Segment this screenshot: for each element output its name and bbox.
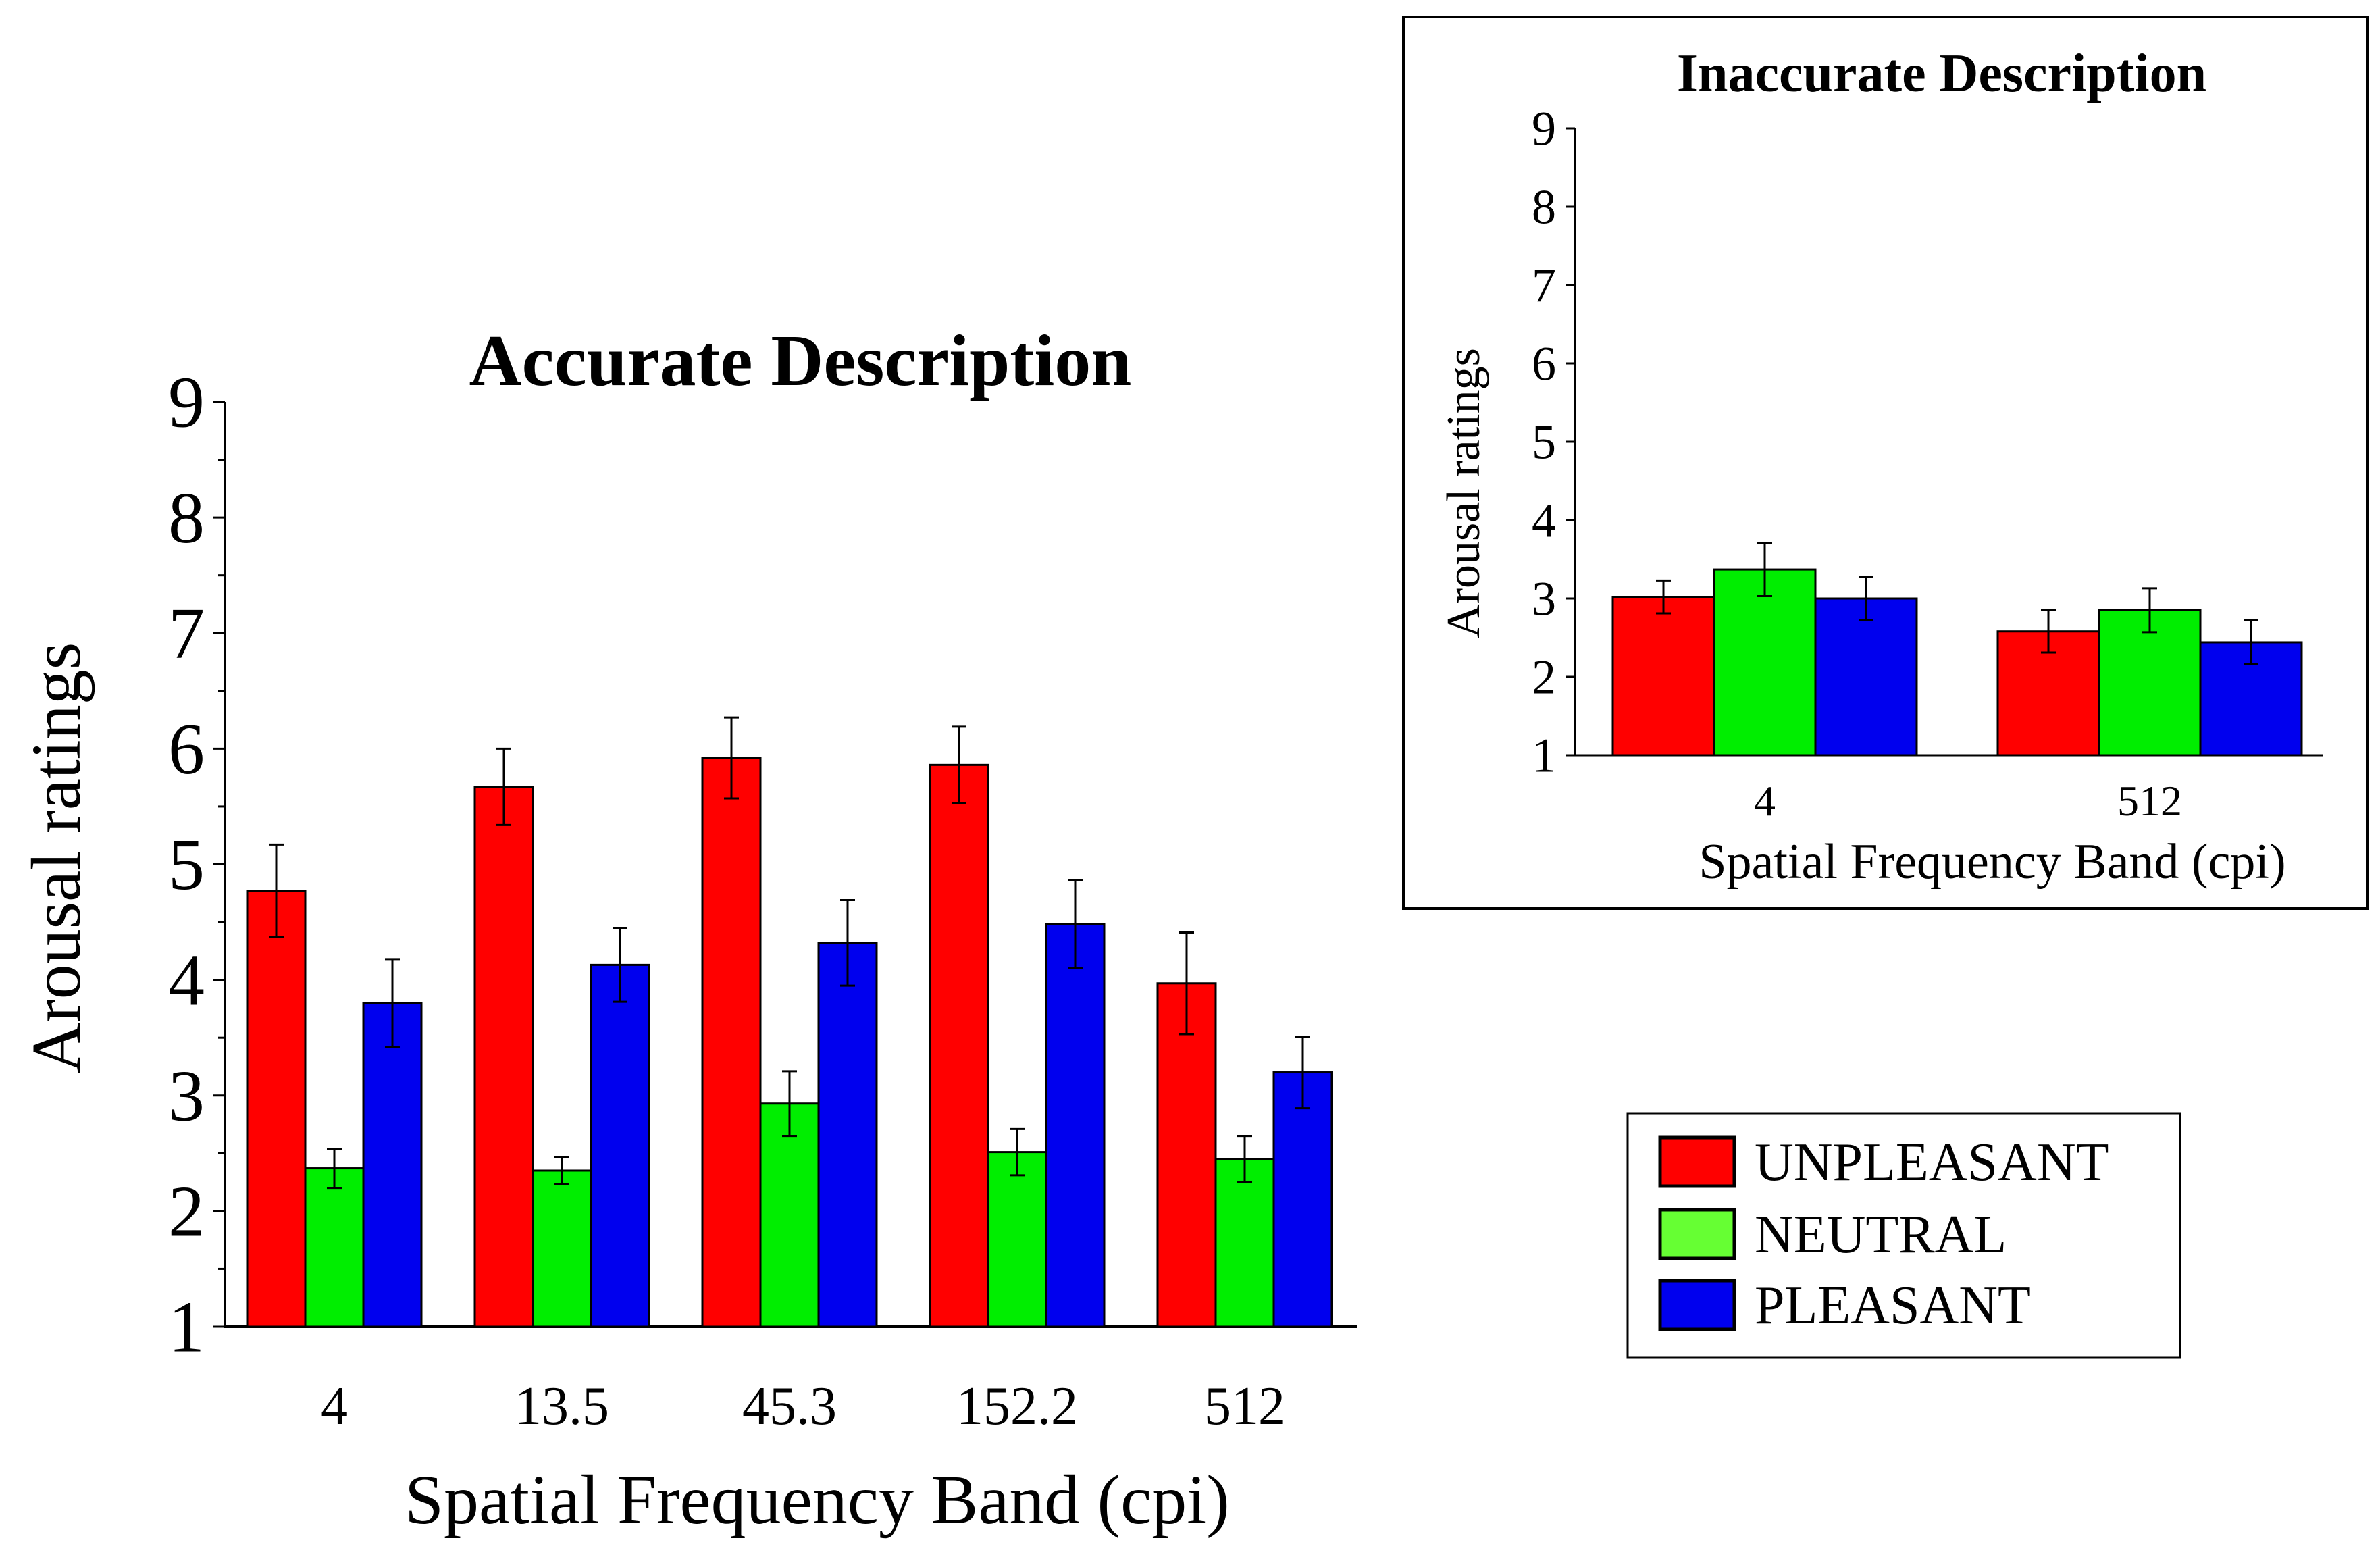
inaccurate-description-chart: Inaccurate Description Arousal ratings S… bbox=[1402, 16, 2369, 910]
main-x-tick-label: 45.3 bbox=[742, 1377, 837, 1436]
main-chart-bars bbox=[246, 716, 1333, 1328]
inset-chart-frame bbox=[1402, 16, 2369, 910]
inset-y-tick-label: 9 bbox=[1532, 101, 1556, 155]
inset-y-tick-label: 1 bbox=[1532, 728, 1556, 782]
inset-y-tick-label: 4 bbox=[1532, 493, 1556, 547]
main-error-bar-pleasant-512 bbox=[1295, 1035, 1310, 1110]
main-chart-y-axis-label: Arousal ratings bbox=[18, 642, 95, 1073]
inset-error-bar-pleasant-4 bbox=[1859, 576, 1873, 621]
main-error-bar-unpleasant-4 bbox=[269, 843, 284, 938]
inset-chart-bars bbox=[1611, 542, 2303, 757]
inset-y-tick-label: 8 bbox=[1532, 180, 1556, 234]
legend-label-neutral: NEUTRAL bbox=[1755, 1205, 2007, 1264]
accurate-description-chart: Accurate Description Arousal ratings Spa… bbox=[18, 321, 1357, 1539]
inset-error-bar-unpleasant-4 bbox=[1656, 579, 1671, 615]
inset-x-tick-label: 512 bbox=[2117, 777, 2182, 825]
main-x-tick-label: 152.2 bbox=[956, 1377, 1078, 1436]
legend-item-pleasant: PLEASANT bbox=[1658, 1276, 2031, 1335]
main-bar-unpleasant-45.3 bbox=[701, 757, 762, 1328]
main-y-tick-label: 8 bbox=[168, 478, 205, 559]
main-chart-title: Accurate Description bbox=[469, 321, 1132, 401]
main-y-tick-label: 3 bbox=[168, 1056, 205, 1136]
main-bar-unpleasant-13.5 bbox=[473, 786, 534, 1328]
inset-y-tick-label: 7 bbox=[1532, 258, 1556, 312]
main-error-bar-neutral-152.2 bbox=[1010, 1127, 1025, 1177]
legend-swatch-pleasant bbox=[1658, 1279, 1736, 1331]
main-chart-y-ticks bbox=[213, 401, 225, 1328]
main-bar-pleasant-152.2 bbox=[1045, 923, 1106, 1328]
main-y-tick-label: 2 bbox=[168, 1172, 205, 1252]
main-error-bar-neutral-512 bbox=[1237, 1135, 1252, 1183]
main-error-bar-unpleasant-152.2 bbox=[952, 725, 966, 804]
inset-bar-neutral-4 bbox=[1713, 568, 1817, 757]
main-chart-x-axis-label: Spatial Frequency Band (cpi) bbox=[405, 1461, 1230, 1539]
legend-item-neutral: NEUTRAL bbox=[1658, 1205, 2007, 1264]
main-chart-x-tick-labels: 4 13.5 45.3 152.2 512 bbox=[321, 1377, 1285, 1436]
inset-error-bar-neutral-4 bbox=[1757, 542, 1772, 598]
inset-y-tick-label: 6 bbox=[1532, 336, 1556, 390]
main-error-bar-pleasant-13.5 bbox=[613, 927, 627, 1003]
inset-bar-unpleasant-4 bbox=[1611, 596, 1715, 757]
main-bar-pleasant-45.3 bbox=[817, 942, 878, 1328]
main-y-tick-label: 5 bbox=[168, 825, 205, 905]
inset-chart-title: Inaccurate Description bbox=[1677, 44, 2206, 103]
inset-y-tick-label: 5 bbox=[1532, 415, 1556, 469]
main-bar-pleasant-13.5 bbox=[590, 963, 650, 1328]
main-error-bar-unpleasant-512 bbox=[1179, 931, 1194, 1036]
main-x-tick-label: 4 bbox=[321, 1377, 348, 1436]
inset-chart-y-tick-labels: 1 2 3 4 5 6 7 8 9 bbox=[1532, 101, 1556, 782]
inset-bar-pleasant-4 bbox=[1814, 597, 1918, 757]
main-x-tick-label: 13.5 bbox=[515, 1377, 609, 1436]
main-y-tick-label: 4 bbox=[168, 940, 205, 1021]
main-y-tick-label: 1 bbox=[168, 1287, 205, 1368]
main-bar-neutral-512 bbox=[1214, 1158, 1275, 1328]
main-y-tick-label: 7 bbox=[168, 594, 205, 674]
main-bar-unpleasant-4 bbox=[246, 890, 307, 1328]
inset-error-bar-pleasant-512 bbox=[2244, 619, 2258, 665]
main-x-tick-label: 512 bbox=[1204, 1377, 1285, 1436]
main-error-bar-unpleasant-13.5 bbox=[496, 747, 511, 826]
main-error-bar-pleasant-152.2 bbox=[1068, 879, 1083, 970]
main-bar-neutral-45.3 bbox=[759, 1102, 820, 1328]
main-bar-neutral-152.2 bbox=[987, 1151, 1047, 1328]
main-bar-unpleasant-152.2 bbox=[929, 763, 989, 1328]
main-bar-unpleasant-512 bbox=[1156, 982, 1217, 1328]
main-error-bar-pleasant-45.3 bbox=[840, 899, 855, 987]
main-y-tick-label: 9 bbox=[168, 363, 205, 443]
main-bar-neutral-4 bbox=[304, 1167, 365, 1328]
legend-label-pleasant: PLEASANT bbox=[1755, 1276, 2031, 1335]
legend-item-unpleasant: UNPLEASANT bbox=[1658, 1133, 2109, 1192]
legend-swatch-unpleasant bbox=[1658, 1135, 1736, 1188]
inset-bar-neutral-512 bbox=[2098, 609, 2202, 757]
inset-y-tick-label: 2 bbox=[1532, 650, 1556, 704]
inset-chart-x-axis-label: Spatial Frequency Band (cpi) bbox=[1699, 834, 2285, 890]
legend-swatch-neutral bbox=[1658, 1208, 1736, 1260]
inset-chart-y-ticks bbox=[1566, 127, 1575, 757]
legend-label-unpleasant: UNPLEASANT bbox=[1755, 1133, 2109, 1192]
main-chart-y-tick-labels: 1 2 3 4 5 6 7 8 9 bbox=[168, 363, 205, 1368]
main-error-bar-unpleasant-45.3 bbox=[724, 716, 739, 800]
inset-chart-x-tick-labels: 4 512 bbox=[1754, 777, 2182, 825]
main-bar-pleasant-4 bbox=[362, 1002, 423, 1328]
inset-y-tick-label: 3 bbox=[1532, 571, 1556, 625]
main-bar-neutral-13.5 bbox=[532, 1169, 592, 1328]
inset-chart-y-axis-label: Arousal ratings bbox=[1438, 348, 1490, 638]
main-error-bar-neutral-13.5 bbox=[554, 1155, 569, 1186]
inset-x-tick-label: 4 bbox=[1754, 777, 1776, 825]
main-error-bar-pleasant-4 bbox=[385, 958, 400, 1048]
main-y-tick-label: 6 bbox=[168, 709, 205, 790]
main-bar-pleasant-512 bbox=[1272, 1071, 1333, 1328]
inset-error-bar-unpleasant-512 bbox=[2041, 609, 2056, 654]
legend: UNPLEASANT NEUTRAL PLEASANT bbox=[1626, 1112, 2181, 1359]
inset-error-bar-neutral-512 bbox=[2142, 587, 2157, 634]
main-error-bar-neutral-4 bbox=[327, 1147, 342, 1190]
main-error-bar-neutral-45.3 bbox=[782, 1070, 797, 1138]
